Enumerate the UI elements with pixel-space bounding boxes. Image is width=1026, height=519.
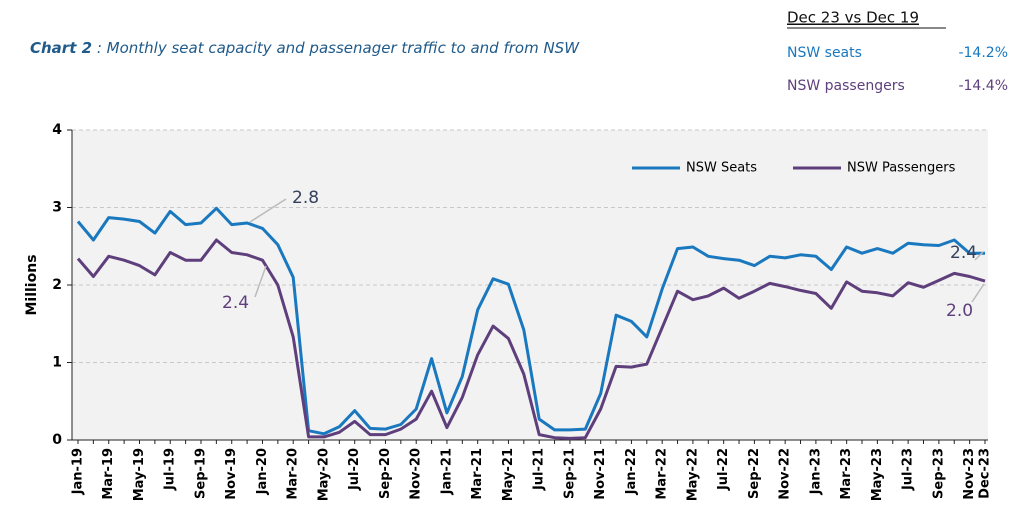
summary-label: NSW passengers bbox=[787, 78, 905, 94]
y-tick-label: 0 bbox=[52, 432, 62, 448]
x-tick-label: Sep-21 bbox=[562, 448, 577, 499]
x-tick-label: May-20 bbox=[316, 448, 331, 501]
chart-title: Chart 2 : Monthly seat capacity and pass… bbox=[30, 39, 580, 57]
y-tick-label: 2 bbox=[52, 277, 62, 293]
summary-heading: Dec 23 vs Dec 19 bbox=[787, 9, 919, 27]
x-tick-label: Nov-22 bbox=[778, 448, 793, 500]
x-tick-label: Mar-22 bbox=[655, 448, 670, 500]
series-line bbox=[76, 238, 986, 440]
x-tick-label: Nov-20 bbox=[409, 448, 424, 500]
x-tick-label: May-23 bbox=[870, 448, 885, 501]
x-tick-label: Sep-23 bbox=[931, 448, 946, 499]
title-prefix: Chart 2 bbox=[30, 39, 92, 57]
y-axis-label: Millions bbox=[24, 254, 40, 315]
x-tick-label: Jul-22 bbox=[716, 448, 731, 491]
legend-label: NSW Seats bbox=[686, 161, 757, 176]
x-tick-label: Jan-20 bbox=[255, 448, 270, 495]
x-tick-label: Jan-22 bbox=[624, 448, 639, 495]
annotation: 2.4 bbox=[950, 243, 977, 263]
x-tick-label: May-19 bbox=[132, 448, 147, 501]
x-tick-label: Sep-19 bbox=[193, 448, 208, 499]
x-tick-label: Jan-23 bbox=[808, 448, 823, 495]
annotation-leader bbox=[974, 251, 984, 261]
x-tick-label: May-21 bbox=[501, 448, 516, 501]
annotation-leader bbox=[971, 283, 985, 303]
x-tick-label: Mar-20 bbox=[286, 448, 301, 500]
x-tick-label: Nov-23 bbox=[962, 448, 977, 500]
title-text: : Monthly seat capacity and passenager t… bbox=[92, 39, 580, 57]
x-tick-label: Mar-19 bbox=[101, 448, 116, 500]
y-tick-label: 4 bbox=[52, 122, 62, 138]
x-tick-label: Sep-22 bbox=[747, 448, 762, 499]
x-tick-label: Mar-21 bbox=[470, 448, 485, 500]
annotation-leader bbox=[249, 198, 287, 223]
x-tick-label: Mar-23 bbox=[839, 448, 854, 500]
summary-label: NSW seats bbox=[787, 45, 862, 61]
x-tick-label: Jul-21 bbox=[532, 448, 547, 491]
x-tick-label: Sep-20 bbox=[378, 448, 393, 499]
summary-value: -14.2% bbox=[958, 45, 1008, 61]
x-tick-label: Dec-23 bbox=[978, 448, 993, 499]
x-tick-label: Nov-21 bbox=[593, 448, 608, 500]
y-tick-label: 1 bbox=[52, 355, 62, 371]
y-tick-label: 3 bbox=[52, 200, 62, 216]
x-tick-label: May-22 bbox=[685, 448, 700, 501]
x-tick-label: Jul-20 bbox=[347, 448, 362, 491]
annotation: 2.8 bbox=[292, 188, 319, 208]
annotation: 2.4 bbox=[222, 293, 249, 313]
x-tick-label: Jan-19 bbox=[71, 448, 86, 495]
x-tick-label: Jan-21 bbox=[439, 448, 454, 495]
legend-label: NSW Passengers bbox=[847, 161, 956, 176]
x-tick-label: Nov-19 bbox=[224, 448, 239, 500]
annotation-leader bbox=[254, 265, 267, 298]
annotation: 2.0 bbox=[946, 301, 973, 321]
x-tick-label: Jul-19 bbox=[163, 448, 178, 491]
summary-value: -14.4% bbox=[958, 78, 1008, 94]
series-line bbox=[76, 206, 985, 436]
x-tick-label: Jul-23 bbox=[901, 448, 916, 491]
